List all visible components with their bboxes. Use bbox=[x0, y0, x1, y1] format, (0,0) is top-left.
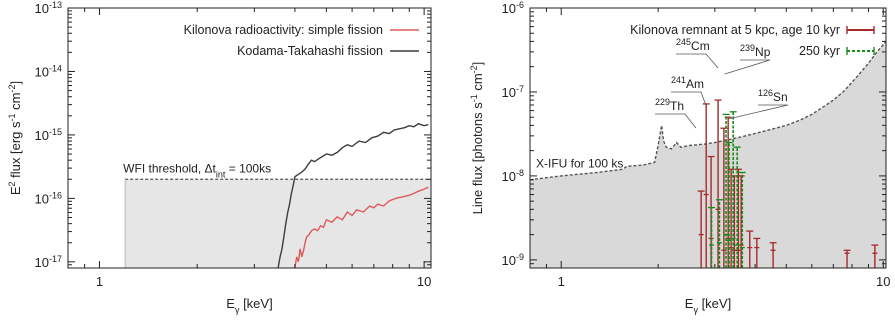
y-tick-label-part: 10 bbox=[35, 191, 49, 206]
y-tick-label: 10-7 bbox=[502, 84, 524, 100]
y-tick-label-part: -9 bbox=[516, 252, 524, 262]
legend-entry-label: 250 kyr bbox=[799, 44, 840, 58]
threshold-label: X-IFU for 100 ks bbox=[536, 157, 623, 171]
x-tick-label: 10 bbox=[876, 274, 890, 289]
threshold-area bbox=[125, 179, 431, 268]
y-tick-label-part: 10 bbox=[502, 85, 516, 100]
x-axis-label: Eγ [keV] bbox=[226, 296, 272, 315]
isotope-leader-line bbox=[655, 113, 697, 129]
y-axis-label-part: cm bbox=[8, 93, 23, 114]
y-tick-label-part: 10 bbox=[35, 255, 49, 270]
threshold-line bbox=[530, 40, 886, 181]
y-tick-label: 10-9 bbox=[502, 252, 524, 268]
y-tick-label: 10-17 bbox=[35, 254, 62, 270]
y-tick-label-part: -16 bbox=[49, 190, 62, 200]
x-axis-label-part: [keV] bbox=[239, 296, 272, 311]
threshold-label-part: int bbox=[216, 169, 226, 179]
threshold-label-part: = 100ks bbox=[225, 161, 271, 175]
series-line-kodama-takahashi bbox=[277, 122, 429, 268]
series-line-simple-fission bbox=[294, 186, 429, 268]
y-tick-label-part: -15 bbox=[49, 127, 62, 137]
y-axis-label-part: -2 bbox=[7, 84, 17, 92]
plot-frame bbox=[529, 7, 887, 269]
x-axis-label-part: [keV] bbox=[698, 296, 731, 311]
y-axis-label-part: ] bbox=[470, 62, 485, 66]
isotope-label-th: 229Th bbox=[655, 97, 684, 113]
y-axis-label-part: -1 bbox=[469, 94, 479, 102]
isotope-label-sn: 126Sn bbox=[758, 88, 788, 104]
isotope-label-np-part: 239 bbox=[740, 43, 755, 53]
isotope-label-am-part: 241 bbox=[671, 75, 686, 85]
y-axis-label-part: flux [erg s bbox=[8, 121, 23, 181]
isotope-label-np: 239Np bbox=[740, 43, 771, 59]
y-tick-label: 10-15 bbox=[35, 127, 62, 143]
y-tick-label: 10-13 bbox=[35, 0, 62, 16]
y-tick-label-part: 10 bbox=[35, 64, 49, 79]
y-axis-label-part: -1 bbox=[7, 113, 17, 121]
y-tick-label-part: -7 bbox=[516, 84, 524, 94]
isotope-label-sn-part: Sn bbox=[773, 90, 788, 104]
x-axis-label-part: γ bbox=[693, 305, 698, 315]
isotope-label-cm-part: Cm bbox=[691, 39, 710, 53]
isotope-leader-line bbox=[724, 59, 771, 75]
y-axis-label-part: -2 bbox=[469, 65, 479, 73]
x-tick-label: 10 bbox=[417, 274, 431, 289]
y-tick-label: 10-8 bbox=[502, 168, 524, 184]
left-panel: WFI threshold, Δtint = 100ks Kilonova rad… bbox=[7, 0, 432, 315]
isotope-leader-line bbox=[676, 53, 719, 69]
x-tick-label: 1 bbox=[96, 274, 103, 289]
y-tick-label-part: -17 bbox=[49, 254, 62, 264]
y-tick-label-part: -14 bbox=[49, 63, 62, 73]
isotope-leader-line bbox=[671, 91, 707, 107]
y-tick-label-part: 10 bbox=[502, 1, 516, 16]
y-tick-label-part: 10 bbox=[35, 1, 49, 16]
right-panel: X-IFU for 100 ks 245Cm 239Np 241Am 126Sn 229T… bbox=[469, 0, 890, 315]
y-axis-label: E2 flux [erg s-1 cm-2] bbox=[7, 81, 23, 195]
y-axis-label-part: Line flux [photons s bbox=[470, 102, 485, 215]
isotope-label-am-part: Am bbox=[686, 77, 704, 91]
plot-frame bbox=[67, 7, 432, 269]
isotope-label-th-part: 229 bbox=[655, 97, 670, 107]
y-tick-label: 10-16 bbox=[35, 190, 62, 206]
isotope-label-sn-part: 126 bbox=[758, 88, 773, 98]
y-tick-label: 10-6 bbox=[502, 0, 524, 16]
y-tick-label-part: 10 bbox=[502, 253, 516, 268]
y-axis-label-part: ] bbox=[8, 81, 23, 85]
x-axis-label-part: γ bbox=[235, 305, 240, 315]
x-axis-label-part: E bbox=[226, 296, 235, 311]
y-axis-label: Line flux [photons s-1 cm-2] bbox=[469, 62, 485, 215]
isotope-label-cm: 245Cm bbox=[676, 37, 710, 53]
y-tick-label-part: -13 bbox=[49, 0, 62, 10]
isotope-leader-line bbox=[728, 104, 789, 120]
threshold-label: WFI threshold, Δtint = 100ks bbox=[123, 161, 271, 179]
y-tick-label-part: -6 bbox=[516, 0, 524, 10]
threshold-area bbox=[530, 41, 886, 268]
isotope-label-am: 241Am bbox=[671, 75, 704, 91]
y-tick-label-part: 10 bbox=[502, 169, 516, 184]
legend-entry-label: Kilonova remnant at 5 kpc, age 10 kyr bbox=[630, 23, 840, 37]
y-tick-label: 10-14 bbox=[35, 63, 62, 79]
legend-entry-label: Kilonova radioactivity: simple fission bbox=[184, 23, 383, 37]
x-axis-label: Eγ [keV] bbox=[685, 296, 731, 315]
y-axis-label-part: E bbox=[8, 186, 23, 195]
y-axis-label-part: cm bbox=[470, 73, 485, 94]
isotope-label-th-part: Th bbox=[670, 99, 684, 113]
legend-entry-label: Kodama-Takahashi fission bbox=[237, 44, 383, 58]
threshold-label-part: WFI threshold, Δt bbox=[123, 161, 216, 175]
isotope-label-cm-part: 245 bbox=[676, 37, 691, 47]
x-tick-label: 1 bbox=[558, 274, 565, 289]
y-axis-label-part: 2 bbox=[7, 181, 17, 186]
y-tick-label-part: 10 bbox=[35, 128, 49, 143]
y-tick-label-part: -8 bbox=[516, 168, 524, 178]
isotope-label-np-part: Np bbox=[755, 45, 771, 59]
x-axis-label-part: E bbox=[685, 296, 694, 311]
